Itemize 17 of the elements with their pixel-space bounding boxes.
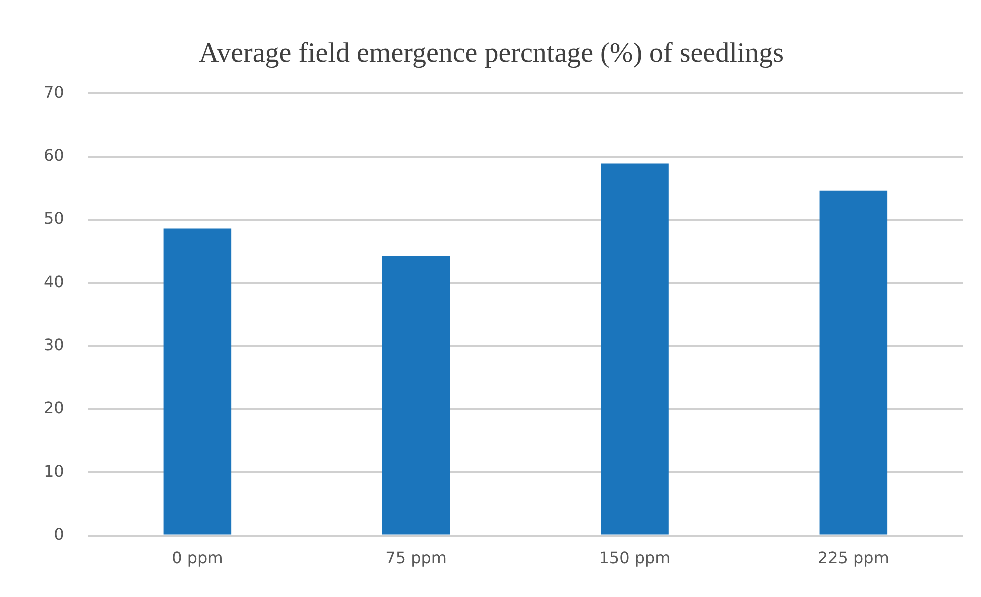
x-tick-label: 150 ppm xyxy=(599,548,671,568)
bar xyxy=(164,228,232,535)
x-tick-label: 0 ppm xyxy=(172,548,224,568)
y-tick-label: 0 xyxy=(54,524,64,544)
y-tick-label: 20 xyxy=(44,398,64,418)
x-tick-label: 75 ppm xyxy=(386,548,448,568)
x-tick-label: 225 ppm xyxy=(818,548,890,568)
bar xyxy=(601,164,669,535)
bar xyxy=(382,256,450,535)
y-tick-label: 40 xyxy=(44,272,64,292)
y-tick-label: 30 xyxy=(44,335,64,354)
bar xyxy=(820,190,888,535)
y-tick-label: 70 xyxy=(44,82,64,102)
y-tick-label: 10 xyxy=(44,462,64,481)
chart-title: Average field emergence percntage (%) of seedlings xyxy=(198,38,784,70)
y-tick-label: 60 xyxy=(44,146,64,165)
y-tick-label: 50 xyxy=(44,209,64,228)
